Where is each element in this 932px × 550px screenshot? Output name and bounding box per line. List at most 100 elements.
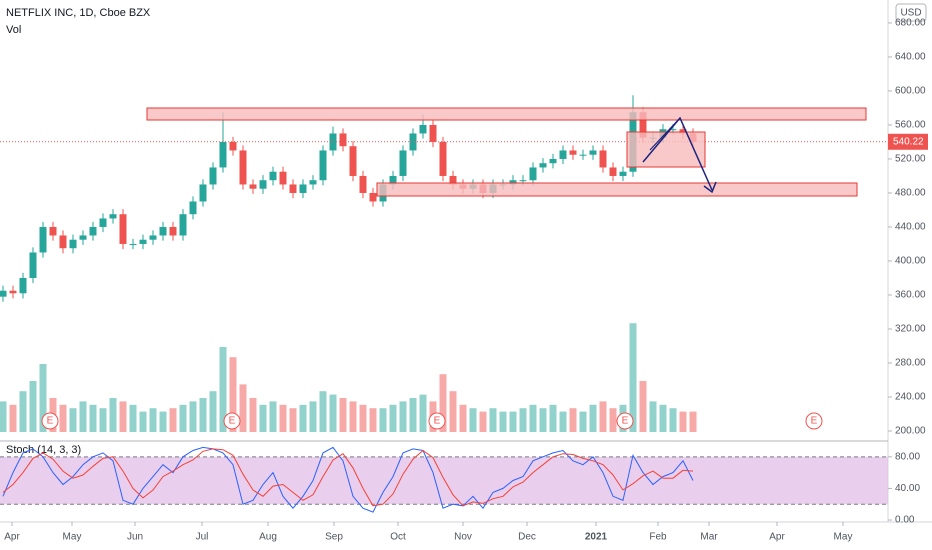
volume-bar [149, 408, 157, 432]
volume-bar [209, 391, 217, 432]
volume-bar [0, 401, 7, 432]
candle-body [169, 226, 177, 236]
candle-body [639, 112, 647, 138]
stoch-y-tick-label: 80.00 [895, 451, 920, 462]
volume-bar [239, 384, 247, 432]
volume-bar [169, 408, 177, 432]
volume-bar [509, 411, 517, 432]
candle-body [369, 192, 377, 202]
y-tick-label: 560.00 [895, 120, 926, 131]
candle-body [609, 167, 617, 176]
stoch-line [2, 446, 694, 513]
y-tick-label: 360.00 [895, 290, 926, 301]
volume-bar [439, 374, 447, 432]
volume-bar [409, 398, 417, 432]
drawings [146, 107, 867, 197]
volume-bar [309, 401, 317, 432]
volume-bar [629, 323, 637, 432]
volume-label: Vol [6, 24, 21, 36]
volume-bar [219, 347, 227, 432]
volume-bar [449, 391, 457, 432]
volume-bar [579, 411, 587, 432]
volume-bar [69, 408, 77, 432]
y-tick-label: 240.00 [895, 392, 926, 403]
volume-bar [669, 408, 677, 432]
candle-body [219, 141, 227, 168]
stoch-title: Stoch (14, 3, 3) [6, 444, 81, 456]
x-tick-label: Mar [700, 532, 718, 543]
y-tick-label: 480.00 [895, 188, 926, 199]
candle-body [159, 226, 167, 236]
candle-body [289, 184, 297, 193]
earnings-marker [41, 412, 59, 430]
y-tick-label: 680.00 [895, 18, 926, 29]
candle-body [319, 150, 327, 181]
volume-bar [399, 401, 407, 432]
volume-bar [559, 411, 567, 432]
candle-body [119, 214, 127, 244]
earnings-label: E [229, 416, 236, 427]
candle-body [429, 124, 437, 142]
x-tick-label: Feb [649, 532, 667, 543]
y-tick-label: 640.00 [895, 52, 926, 63]
currency[interactable]: USD [900, 8, 921, 19]
volume-bar [419, 394, 427, 432]
symbol-title: NETFLIX INC, 1D, Cboe BZX [6, 7, 151, 19]
stoch-line [2, 448, 694, 507]
last-price-label: 540.22 [893, 136, 924, 147]
candle-body [359, 175, 367, 193]
candle-body [59, 235, 67, 249]
candle-body [249, 184, 257, 189]
x-tick-label: Dec [518, 532, 536, 543]
x-tick-label: Sep [325, 532, 343, 543]
volume-bar [279, 404, 287, 432]
candle-body [259, 180, 267, 189]
candle-body [389, 175, 397, 185]
last-price-box [888, 133, 928, 150]
candle-body [229, 141, 237, 151]
volume-bar [639, 381, 647, 432]
candle-body [79, 235, 87, 240]
earnings-marker [616, 412, 634, 430]
candle-body [669, 129, 677, 131]
candle-body [619, 171, 627, 176]
volume-bar [549, 404, 557, 432]
candle-body [439, 141, 447, 176]
stoch-band [0, 456, 888, 505]
volume-bar [369, 408, 377, 432]
candle-body [599, 150, 607, 168]
volume-bar [179, 404, 187, 432]
x-tick-label: Oct [390, 532, 406, 543]
candle-body [239, 150, 247, 185]
volume-bar [589, 404, 597, 432]
candle-body [19, 277, 27, 294]
earnings-label: E [811, 416, 818, 427]
x-tick-label: 2021 [585, 532, 608, 543]
range-box [626, 131, 706, 168]
candle-body [409, 133, 417, 151]
volume-bar [529, 404, 537, 432]
volume-bar [469, 408, 477, 432]
x-tick-label: Apr [4, 532, 20, 543]
volume-bar [39, 364, 47, 432]
arrow-head [703, 181, 717, 194]
volume-bar [99, 408, 107, 432]
candle-body [209, 167, 217, 185]
volume-bar [659, 404, 667, 432]
earnings-label: E [434, 416, 441, 427]
volume-bar [289, 408, 297, 432]
y-tick-label: 280.00 [895, 358, 926, 369]
candle-body [569, 150, 577, 155]
candle-body [129, 243, 137, 245]
candle-body [509, 180, 517, 185]
y-tick-label: 520.00 [895, 154, 926, 165]
volume-bar [539, 408, 547, 432]
volume-bar [299, 404, 307, 432]
y-tick-label: 320.00 [895, 324, 926, 335]
volume-bar [139, 411, 147, 432]
currency-box[interactable] [895, 3, 927, 22]
trend-line [649, 117, 681, 151]
volume-bar [19, 391, 27, 432]
candle-body [529, 167, 537, 181]
earnings-label: E [622, 416, 629, 427]
